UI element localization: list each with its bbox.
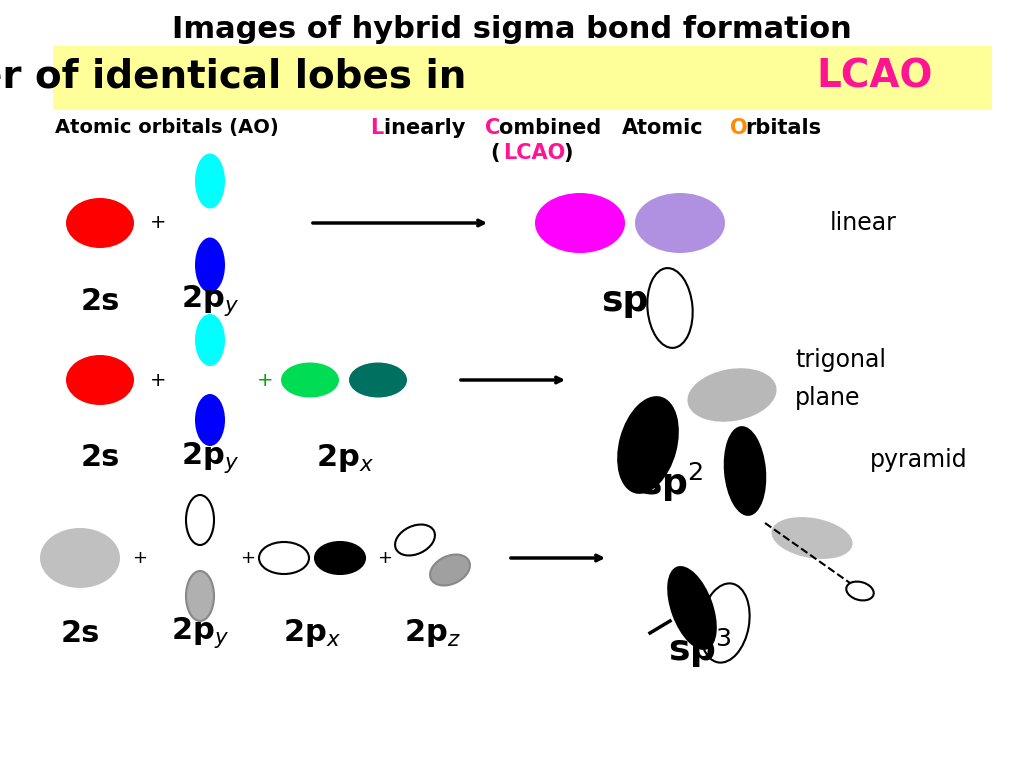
Text: A: A xyxy=(622,118,638,138)
Text: Atomic orbitals (AO): Atomic orbitals (AO) xyxy=(55,118,279,137)
Text: trigonal: trigonal xyxy=(795,348,886,372)
Ellipse shape xyxy=(430,554,470,585)
Text: sp: sp xyxy=(601,284,648,318)
Ellipse shape xyxy=(66,198,134,248)
Ellipse shape xyxy=(195,394,225,446)
Text: 2p$_y$: 2p$_y$ xyxy=(171,615,229,650)
Text: +: + xyxy=(378,549,392,567)
Ellipse shape xyxy=(687,368,776,422)
Text: tomic: tomic xyxy=(637,118,710,138)
Ellipse shape xyxy=(195,154,225,208)
Text: 2p$_x$: 2p$_x$ xyxy=(316,442,374,474)
Text: (: ( xyxy=(490,143,500,163)
Text: 2s: 2s xyxy=(80,286,120,316)
Ellipse shape xyxy=(771,517,853,559)
Ellipse shape xyxy=(40,528,120,588)
Text: 2p$_y$: 2p$_y$ xyxy=(181,441,240,475)
Text: plane: plane xyxy=(795,386,860,410)
Text: 2p$_z$: 2p$_z$ xyxy=(403,617,461,649)
Text: L: L xyxy=(370,118,383,138)
Ellipse shape xyxy=(349,362,407,398)
Text: 2p$_x$: 2p$_x$ xyxy=(283,617,341,649)
Ellipse shape xyxy=(315,542,365,574)
Text: +: + xyxy=(132,549,147,567)
Text: sp$^3$: sp$^3$ xyxy=(668,627,732,670)
Text: +: + xyxy=(241,549,256,567)
Text: +: + xyxy=(257,370,273,389)
Text: C: C xyxy=(485,118,501,138)
Ellipse shape xyxy=(724,426,766,516)
Text: sp$^2$: sp$^2$ xyxy=(640,460,703,504)
Ellipse shape xyxy=(195,237,225,293)
Ellipse shape xyxy=(535,193,625,253)
Text: rbitals: rbitals xyxy=(745,118,821,138)
Ellipse shape xyxy=(700,584,750,663)
Text: 2s: 2s xyxy=(80,443,120,472)
Text: linear: linear xyxy=(830,211,897,235)
Ellipse shape xyxy=(668,566,717,650)
Ellipse shape xyxy=(195,314,225,366)
Text: 2s: 2s xyxy=(60,618,99,647)
Ellipse shape xyxy=(259,542,309,574)
Text: 2p$_y$: 2p$_y$ xyxy=(181,283,240,319)
Ellipse shape xyxy=(647,268,692,348)
Text: #AO = number of identical lobes in: #AO = number of identical lobes in xyxy=(0,58,480,96)
Ellipse shape xyxy=(281,362,339,398)
Text: LCAO: LCAO xyxy=(817,58,933,96)
Ellipse shape xyxy=(186,495,214,545)
FancyBboxPatch shape xyxy=(53,46,992,110)
Ellipse shape xyxy=(66,355,134,405)
Text: Images of hybrid sigma bond formation: Images of hybrid sigma bond formation xyxy=(172,15,852,45)
Text: pyramid: pyramid xyxy=(870,448,968,472)
Text: ): ) xyxy=(563,143,572,163)
Text: O: O xyxy=(730,118,748,138)
Text: inearly: inearly xyxy=(384,118,473,138)
Text: +: + xyxy=(150,214,166,233)
Text: +: + xyxy=(150,370,166,389)
Ellipse shape xyxy=(395,525,435,555)
Text: ombined: ombined xyxy=(499,118,608,138)
Ellipse shape xyxy=(635,193,725,253)
Ellipse shape xyxy=(186,571,214,621)
Ellipse shape xyxy=(617,396,679,494)
Text: LCAO: LCAO xyxy=(503,143,565,163)
Ellipse shape xyxy=(846,581,873,601)
